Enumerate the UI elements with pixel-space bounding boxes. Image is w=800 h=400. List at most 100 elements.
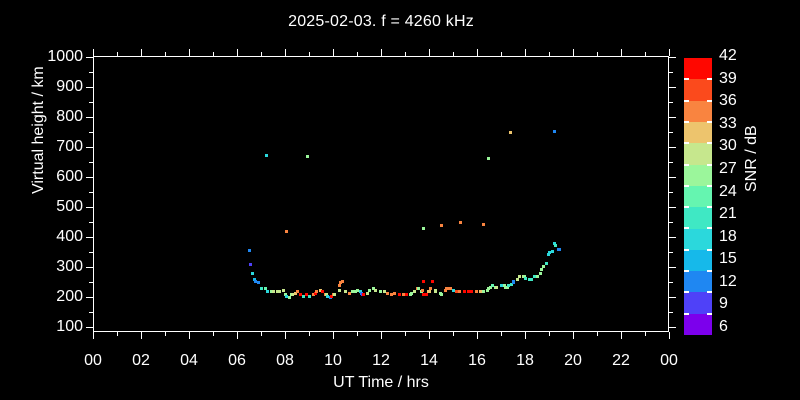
y-tick-label: 1000	[47, 48, 83, 65]
x-minor-tick	[596, 332, 598, 336]
data-point	[401, 293, 405, 297]
x-tick-label: 00	[660, 352, 678, 369]
x-major-tick	[524, 49, 526, 56]
x-minor-tick	[548, 52, 550, 56]
data-point	[515, 277, 519, 281]
y-major-tick	[669, 56, 676, 58]
data-point	[305, 154, 309, 158]
colorbar-tick-label: 30	[719, 137, 737, 155]
data-point	[378, 289, 382, 293]
x-major-tick	[380, 332, 382, 339]
data-point	[552, 129, 556, 133]
y-minor-tick	[669, 281, 673, 283]
data-point	[313, 291, 317, 295]
x-tick-label: 06	[228, 352, 246, 369]
data-point	[365, 291, 369, 295]
data-point	[508, 131, 512, 135]
data-point	[308, 294, 312, 298]
colorbar-tick-label: 27	[719, 159, 737, 177]
colorbar-tick	[707, 184, 712, 187]
x-major-tick	[236, 332, 238, 339]
y-major-tick	[86, 326, 93, 328]
data-point	[329, 294, 333, 298]
colorbar-tick	[707, 163, 712, 166]
y-major-tick	[86, 266, 93, 268]
colorbar-tick	[707, 99, 712, 102]
data-point	[409, 291, 413, 295]
x-major-tick	[620, 332, 622, 339]
data-point	[397, 292, 401, 296]
data-point	[430, 279, 434, 283]
colorbar-segment	[684, 228, 712, 250]
data-point	[509, 282, 513, 286]
y-minor-tick	[669, 101, 673, 103]
data-point	[311, 293, 315, 297]
y-minor-tick	[89, 161, 93, 163]
data-point	[339, 281, 343, 285]
y-major-tick	[669, 206, 676, 208]
y-minor-tick	[669, 191, 673, 193]
data-point	[538, 271, 542, 275]
data-point	[535, 274, 539, 278]
x-minor-tick	[308, 52, 310, 56]
x-tick-label: 14	[420, 352, 438, 369]
data-point	[269, 290, 273, 294]
data-point	[454, 289, 458, 293]
y-major-tick	[86, 296, 93, 298]
colorbar-tick	[707, 291, 712, 294]
colorbar-tick-label: 9	[719, 295, 728, 313]
y-major-tick	[86, 176, 93, 178]
data-point	[507, 284, 511, 288]
data-point	[553, 243, 557, 247]
x-tick-label: 22	[612, 352, 630, 369]
y-tick-label: 900	[56, 78, 83, 95]
x-tick-label: 00	[84, 352, 102, 369]
x-tick-label: 12	[372, 352, 390, 369]
data-point	[405, 292, 409, 296]
x-major-tick	[236, 49, 238, 56]
colorbar-tick	[707, 248, 712, 251]
data-point	[470, 290, 474, 294]
y-minor-tick	[89, 71, 93, 73]
data-point	[485, 288, 489, 292]
data-point	[495, 285, 499, 289]
data-point	[544, 261, 548, 265]
x-minor-tick	[212, 52, 214, 56]
data-point	[422, 226, 426, 230]
y-major-tick	[669, 146, 676, 148]
data-point	[252, 277, 256, 281]
x-minor-tick	[500, 332, 502, 336]
data-point	[362, 292, 366, 296]
y-major-tick	[86, 56, 93, 58]
x-tick-label: 20	[564, 352, 582, 369]
colorbar-segment	[684, 292, 712, 314]
data-point	[427, 289, 431, 293]
data-point	[557, 248, 561, 252]
y-tick-label: 600	[56, 168, 83, 185]
data-point	[281, 288, 285, 292]
y-tick-label: 400	[56, 228, 83, 245]
y-minor-tick	[89, 101, 93, 103]
colorbar-tick	[707, 270, 712, 273]
data-point	[412, 290, 416, 294]
data-point	[462, 290, 466, 294]
x-minor-tick	[404, 332, 406, 336]
x-major-tick	[428, 332, 430, 339]
data-point	[490, 284, 494, 288]
y-major-tick	[669, 266, 676, 268]
plot-area	[93, 56, 669, 332]
colorbar-tick	[707, 312, 712, 315]
data-point	[478, 289, 482, 293]
data-point	[343, 290, 347, 294]
colorbar-tick	[707, 142, 712, 145]
data-point	[486, 156, 490, 160]
data-point	[264, 153, 268, 157]
colorbar-tick	[684, 120, 689, 123]
data-point	[421, 279, 425, 283]
y-minor-tick	[669, 311, 673, 313]
data-point	[530, 277, 534, 281]
x-minor-tick	[644, 332, 646, 336]
colorbar-tick-label: 33	[719, 114, 737, 132]
colorbar-tick	[707, 206, 712, 209]
